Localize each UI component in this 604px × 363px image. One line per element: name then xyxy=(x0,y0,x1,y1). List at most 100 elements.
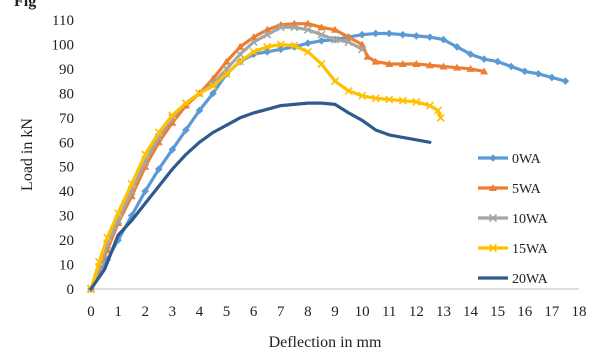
series-point xyxy=(141,150,150,159)
series-point xyxy=(290,23,299,32)
series-point xyxy=(548,73,556,82)
series-point xyxy=(181,99,190,108)
series-point xyxy=(330,35,340,44)
series-point xyxy=(385,60,394,68)
series-point xyxy=(330,77,340,86)
series-20WA xyxy=(89,101,432,291)
y-tick-label: 0 xyxy=(67,282,75,298)
x-tick-label: 13 xyxy=(436,304,451,320)
y-tick-label: 90 xyxy=(59,62,74,78)
x-tick-label: 12 xyxy=(409,304,424,320)
series-point xyxy=(276,23,285,32)
series-point xyxy=(276,40,285,49)
series-point xyxy=(439,62,448,70)
series-point xyxy=(317,59,326,69)
series-point xyxy=(358,30,366,39)
series-point xyxy=(371,94,380,103)
series-point xyxy=(426,33,434,41)
series-point xyxy=(95,258,104,267)
legend-item: 5WA xyxy=(478,182,542,197)
x-tick-label: 10 xyxy=(355,304,370,320)
x-tick-label: 17 xyxy=(544,304,560,320)
series-line xyxy=(89,25,364,291)
y-tick-label: 100 xyxy=(52,37,75,53)
series-point xyxy=(208,81,218,91)
series-point xyxy=(385,95,394,104)
series-point xyxy=(195,106,204,115)
series-point xyxy=(398,60,407,68)
series-point xyxy=(489,184,497,191)
y-tick-label: 40 xyxy=(59,184,74,200)
series-point xyxy=(344,86,353,95)
series-point xyxy=(385,29,394,38)
y-axis-title: Load in kN xyxy=(19,118,36,191)
series-point xyxy=(303,47,312,56)
series-point xyxy=(290,41,299,50)
series-point xyxy=(480,67,489,75)
series-point xyxy=(534,70,543,78)
legend: 0WA 5WA 10WA 15WA 20WA xyxy=(478,152,549,287)
series-point xyxy=(439,35,448,44)
series-point xyxy=(127,211,136,220)
legend-label: 5WA xyxy=(512,182,542,197)
x-tick-label: 11 xyxy=(382,304,396,320)
x-tick-label: 15 xyxy=(490,304,505,320)
x-tick-label: 1 xyxy=(114,304,122,320)
y-tick-label: 80 xyxy=(59,86,74,102)
series-point xyxy=(263,42,272,51)
series-point xyxy=(480,55,488,63)
x-tick-label: 2 xyxy=(141,304,149,320)
series-point xyxy=(263,30,272,39)
series-point xyxy=(489,154,497,162)
series-point xyxy=(433,106,443,115)
series-point xyxy=(493,57,502,66)
series-line xyxy=(89,101,432,291)
series-10WA xyxy=(86,23,367,294)
series-point xyxy=(453,43,461,51)
series-point xyxy=(358,40,367,48)
series-point xyxy=(358,91,367,100)
series-point xyxy=(303,19,312,27)
x-tick-label: 14 xyxy=(463,304,479,320)
series-layer xyxy=(86,19,570,294)
series-point xyxy=(412,97,421,106)
series-point xyxy=(304,39,312,48)
series-point xyxy=(209,89,217,98)
series-point xyxy=(222,69,231,78)
series-point xyxy=(168,145,177,154)
y-tick-label: 70 xyxy=(59,111,74,127)
x-tick-label: 16 xyxy=(517,304,533,320)
series-point xyxy=(371,29,380,38)
series-point xyxy=(344,33,353,41)
series-point xyxy=(520,67,529,76)
x-tick-label: 3 xyxy=(169,304,177,320)
series-point xyxy=(466,64,475,72)
y-tick-label: 10 xyxy=(59,258,74,274)
series-point xyxy=(412,32,421,40)
y-tick-label: 30 xyxy=(59,209,74,225)
legend-label: 20WA xyxy=(512,272,549,287)
series-point xyxy=(331,25,339,33)
legend-label: 15WA xyxy=(512,242,549,257)
x-tick-label: 0 xyxy=(87,304,95,320)
x-tick-label: 8 xyxy=(304,304,312,320)
series-point xyxy=(141,187,150,195)
series-point xyxy=(317,23,326,31)
y-tick-label: 20 xyxy=(59,233,74,249)
series-line xyxy=(89,22,486,291)
x-axis-title: Deflection in mm xyxy=(269,334,382,351)
series-point xyxy=(222,57,231,65)
series-point xyxy=(249,37,258,47)
series-point xyxy=(412,60,421,68)
legend-item: 15WA xyxy=(478,242,549,257)
series-point xyxy=(249,47,258,56)
series-point xyxy=(436,113,445,122)
legend-label: 0WA xyxy=(512,152,542,167)
series-point xyxy=(425,101,434,110)
series-point xyxy=(425,61,434,69)
series-point xyxy=(358,45,367,54)
x-tick-label: 5 xyxy=(223,304,231,320)
x-tick-label: 18 xyxy=(572,304,587,320)
series-15WA xyxy=(86,40,445,294)
